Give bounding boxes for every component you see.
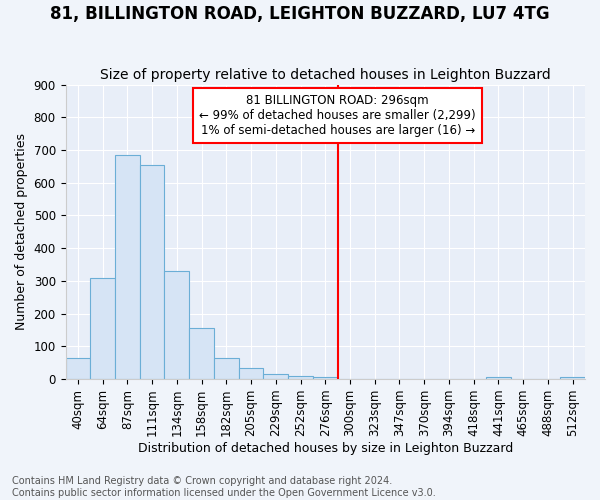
Bar — [486, 378, 511, 379]
Bar — [164, 271, 189, 379]
Text: Contains HM Land Registry data © Crown copyright and database right 2024.
Contai: Contains HM Land Registry data © Crown c… — [12, 476, 436, 498]
Bar — [560, 378, 585, 379]
Bar — [313, 378, 338, 379]
Bar — [189, 328, 214, 379]
Title: Size of property relative to detached houses in Leighton Buzzard: Size of property relative to detached ho… — [100, 68, 551, 82]
Text: 81, BILLINGTON ROAD, LEIGHTON BUZZARD, LU7 4TG: 81, BILLINGTON ROAD, LEIGHTON BUZZARD, L… — [50, 5, 550, 23]
Text: 81 BILLINGTON ROAD: 296sqm
← 99% of detached houses are smaller (2,299)
1% of se: 81 BILLINGTON ROAD: 296sqm ← 99% of deta… — [199, 94, 476, 138]
Bar — [115, 155, 140, 379]
Bar — [140, 164, 164, 379]
Bar — [214, 358, 239, 379]
Y-axis label: Number of detached properties: Number of detached properties — [15, 134, 28, 330]
Bar — [90, 278, 115, 379]
Bar — [288, 376, 313, 379]
X-axis label: Distribution of detached houses by size in Leighton Buzzard: Distribution of detached houses by size … — [137, 442, 513, 455]
Bar — [65, 358, 90, 379]
Bar — [263, 374, 288, 379]
Bar — [239, 368, 263, 379]
